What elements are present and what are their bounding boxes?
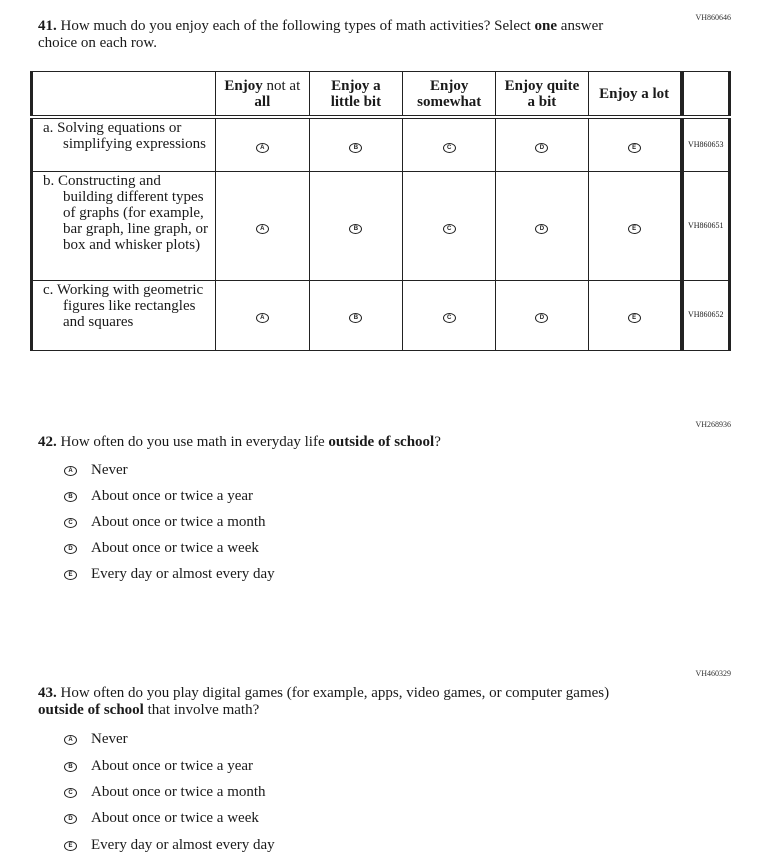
bubble[interactable]: C bbox=[64, 517, 77, 528]
bubble[interactable]: C bbox=[64, 787, 77, 798]
answer-bubble-b[interactable]: B bbox=[349, 142, 363, 153]
item-id: VH460329 bbox=[695, 669, 731, 678]
header-blank bbox=[679, 71, 730, 119]
answer-bubble-e[interactable]: E bbox=[627, 223, 641, 234]
question-41-grid: Enjoy not at all Enjoy a little bit Enjo… bbox=[30, 71, 731, 351]
row-id: VH860651 bbox=[679, 170, 730, 281]
table-row: a. Solving equations or simplifying expr… bbox=[30, 116, 730, 172]
row-label: c. Working with geometric figures like r… bbox=[30, 279, 217, 351]
col-header: Enjoy a little bit bbox=[308, 71, 404, 119]
answer-bubble-c[interactable]: C bbox=[442, 223, 456, 234]
row-id: VH860653 bbox=[679, 116, 730, 172]
answer-bubble-b[interactable]: B bbox=[349, 313, 363, 323]
bubble[interactable]: A bbox=[64, 465, 77, 476]
bubble[interactable]: B bbox=[64, 491, 77, 502]
option-b[interactable]: B About once or twice a year bbox=[64, 758, 253, 775]
option-c[interactable]: C About once or twice a month bbox=[64, 784, 266, 801]
col-header: Enjoy somewhat bbox=[402, 71, 497, 119]
bubble[interactable]: E bbox=[64, 840, 77, 851]
table-row: c. Working with geometric figures like r… bbox=[30, 279, 730, 351]
row-label: b. Constructing and building different t… bbox=[30, 170, 217, 281]
option-a[interactable]: A Never bbox=[64, 462, 128, 479]
option-a[interactable]: A Never bbox=[64, 731, 128, 748]
answer-bubble-e[interactable]: E bbox=[627, 142, 641, 153]
item-id: VH860646 bbox=[695, 13, 731, 22]
question-43: 43. How often do you play digital games … bbox=[38, 685, 610, 718]
bubble[interactable]: B bbox=[64, 761, 77, 772]
answer-bubble-a[interactable]: A bbox=[255, 223, 269, 234]
answer-bubble-d[interactable]: D bbox=[535, 223, 549, 234]
answer-bubble-c[interactable]: C bbox=[442, 142, 456, 153]
bubble[interactable]: A bbox=[64, 734, 77, 745]
col-header: Enjoy not at all bbox=[215, 71, 310, 119]
question-text: How much do you enjoy each of the follow… bbox=[60, 18, 535, 34]
bubble[interactable]: E bbox=[64, 569, 77, 580]
question-42: 42. How often do you use math in everyda… bbox=[38, 434, 441, 450]
question-number: 41. bbox=[38, 18, 57, 34]
answer-bubble-c[interactable]: C bbox=[442, 313, 456, 323]
option-e[interactable]: E Every day or almost every day bbox=[64, 837, 275, 854]
question-emphasis: one bbox=[534, 18, 558, 34]
item-id: VH268936 bbox=[695, 420, 731, 429]
col-header: Enjoy quite a bit bbox=[495, 71, 589, 119]
answer-bubble-a[interactable]: A bbox=[255, 313, 269, 323]
option-c[interactable]: C About once or twice a month bbox=[64, 514, 266, 531]
bubble[interactable]: D bbox=[64, 543, 77, 554]
answer-bubble-b[interactable]: B bbox=[349, 223, 363, 234]
option-d[interactable]: D About once or twice a week bbox=[64, 810, 259, 827]
option-e[interactable]: E Every day or almost every day bbox=[64, 566, 275, 583]
row-id: VH860652 bbox=[679, 279, 730, 351]
question-41: 41. How much do you enjoy each of the fo… bbox=[38, 18, 638, 52]
table-row: b. Constructing and building different t… bbox=[30, 170, 730, 281]
option-b[interactable]: B About once or twice a year bbox=[64, 488, 253, 505]
answer-bubble-d[interactable]: D bbox=[535, 313, 549, 323]
question-text: answer choice on each row. bbox=[38, 18, 604, 51]
answer-bubble-e[interactable]: E bbox=[627, 313, 641, 323]
row-label: a. Solving equations or simplifying expr… bbox=[30, 116, 217, 172]
option-d[interactable]: D About once or twice a week bbox=[64, 540, 259, 557]
col-header: Enjoy a lot bbox=[587, 71, 683, 119]
bubble[interactable]: D bbox=[64, 813, 77, 824]
answer-bubble-d[interactable]: D bbox=[535, 142, 549, 153]
answer-bubble-a[interactable]: A bbox=[255, 142, 269, 153]
header-blank bbox=[30, 71, 217, 119]
